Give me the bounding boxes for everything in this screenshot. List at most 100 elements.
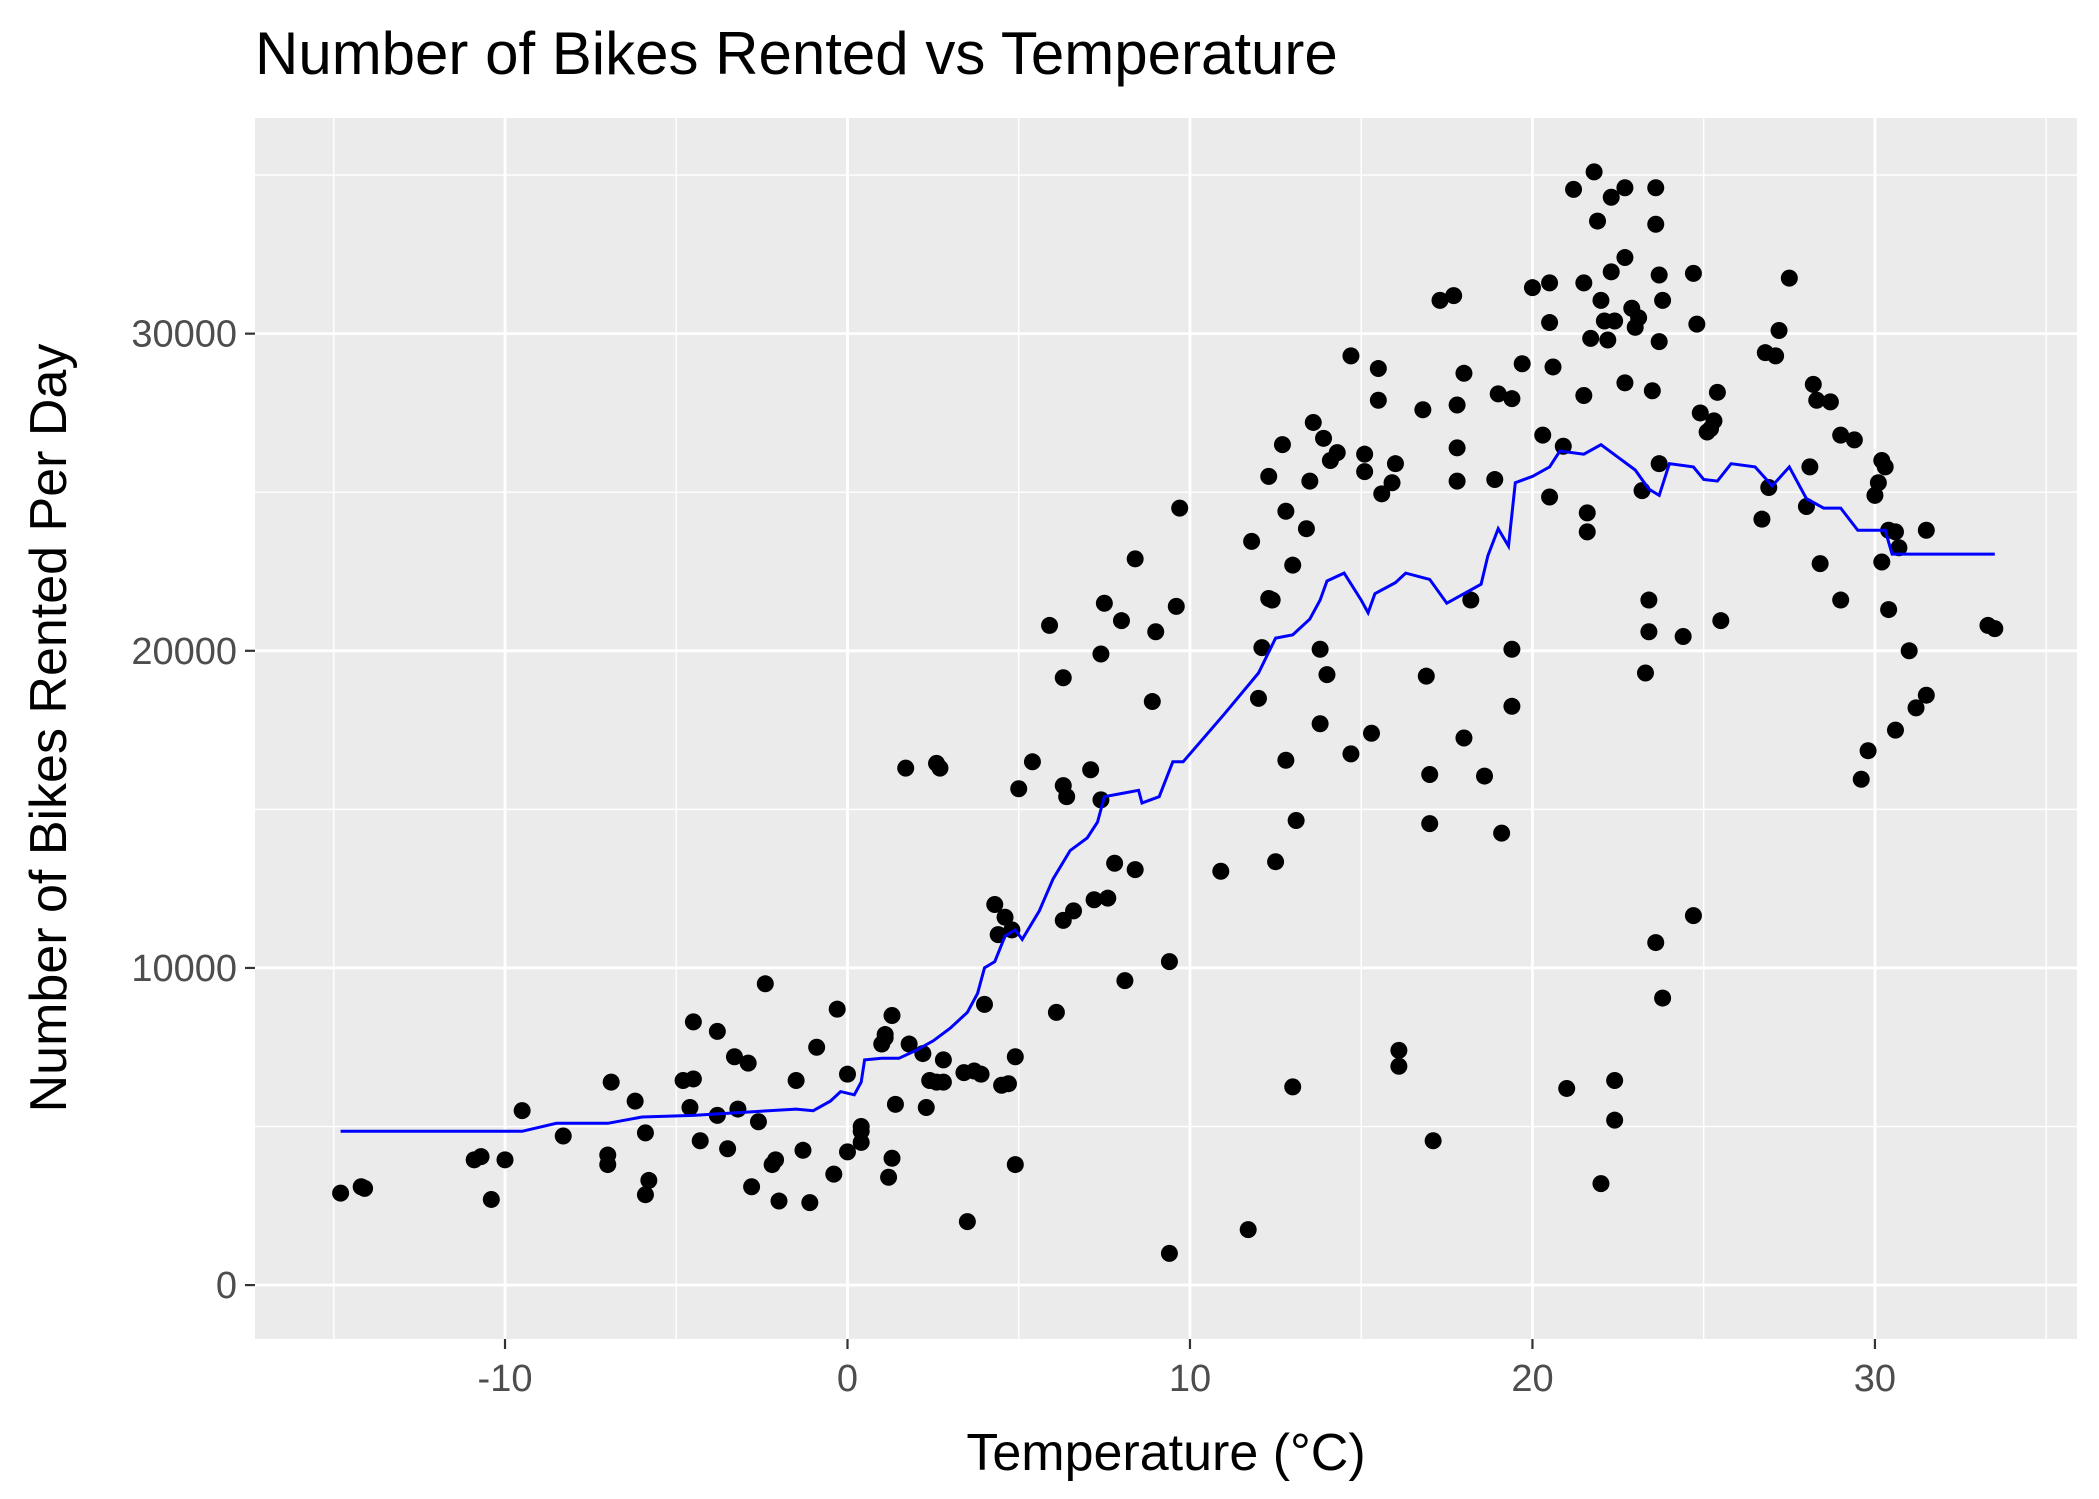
data-point bbox=[1589, 212, 1607, 230]
data-point bbox=[1476, 767, 1494, 785]
y-tick-label: 20000 bbox=[131, 631, 237, 673]
data-point bbox=[1356, 463, 1374, 481]
data-point bbox=[1006, 1048, 1024, 1066]
data-point bbox=[1383, 474, 1401, 492]
data-point bbox=[1311, 715, 1329, 733]
grid-minor bbox=[255, 118, 2077, 1339]
plot-panel bbox=[255, 118, 2077, 1339]
data-point bbox=[599, 1156, 617, 1174]
data-point bbox=[1606, 1111, 1624, 1129]
data-point bbox=[1445, 287, 1463, 305]
data-point bbox=[1493, 824, 1511, 842]
data-point bbox=[1808, 391, 1826, 409]
data-point bbox=[743, 1178, 761, 1196]
data-point bbox=[1900, 642, 1918, 660]
data-point bbox=[1565, 180, 1583, 198]
data-point bbox=[1640, 591, 1658, 609]
data-point bbox=[1390, 1041, 1408, 1059]
data-point bbox=[1328, 444, 1346, 462]
data-point bbox=[1263, 591, 1281, 609]
y-tick-label: 0 bbox=[216, 1265, 237, 1307]
data-point bbox=[1489, 385, 1507, 403]
data-point bbox=[1770, 321, 1788, 339]
data-point bbox=[1390, 1057, 1408, 1075]
data-point bbox=[1503, 697, 1521, 715]
data-point bbox=[1212, 862, 1230, 880]
data-point bbox=[1362, 724, 1380, 742]
data-point bbox=[1541, 274, 1559, 292]
data-point bbox=[1852, 770, 1870, 788]
data-point bbox=[1753, 510, 1771, 528]
data-point bbox=[1054, 669, 1072, 687]
data-point bbox=[1160, 953, 1178, 971]
data-point bbox=[1633, 482, 1651, 500]
x-tick-label: 0 bbox=[837, 1358, 858, 1400]
data-point bbox=[1486, 471, 1504, 489]
data-point bbox=[999, 1075, 1017, 1093]
data-point bbox=[1691, 404, 1709, 422]
data-point bbox=[1431, 291, 1449, 309]
data-point bbox=[808, 1038, 826, 1056]
data-point bbox=[1126, 550, 1144, 568]
data-point bbox=[1301, 472, 1319, 490]
data-point bbox=[1287, 811, 1305, 829]
data-point bbox=[1599, 331, 1617, 349]
data-point bbox=[1106, 854, 1124, 872]
chart-title: Number of Bikes Rented vs Temperature bbox=[255, 20, 1338, 87]
data-point bbox=[1503, 390, 1521, 408]
data-point bbox=[356, 1179, 374, 1197]
data-point bbox=[1342, 745, 1360, 763]
data-point bbox=[880, 1168, 898, 1186]
data-point bbox=[1616, 374, 1634, 392]
y-axis-title: Number of Bikes Rented Per Day bbox=[20, 344, 78, 1113]
data-point bbox=[482, 1190, 500, 1208]
data-point bbox=[1767, 347, 1785, 365]
data-point bbox=[1575, 274, 1593, 292]
data-point bbox=[876, 1029, 894, 1047]
data-point bbox=[1684, 907, 1702, 925]
data-point bbox=[1448, 472, 1466, 490]
data-point bbox=[1654, 989, 1672, 1007]
data-point bbox=[1876, 458, 1894, 476]
data-point bbox=[1873, 553, 1891, 571]
data-point bbox=[1712, 612, 1730, 630]
data-point bbox=[1616, 179, 1634, 197]
data-point bbox=[1342, 347, 1360, 365]
data-point bbox=[636, 1124, 654, 1142]
data-point bbox=[931, 759, 949, 777]
data-point bbox=[1688, 315, 1706, 333]
data-point bbox=[1592, 1175, 1610, 1193]
data-point bbox=[1239, 1221, 1257, 1239]
data-point bbox=[1421, 765, 1439, 783]
data-point bbox=[1414, 401, 1432, 419]
data-point bbox=[1780, 269, 1798, 287]
data-point bbox=[1643, 382, 1661, 400]
data-point bbox=[554, 1127, 572, 1145]
data-point bbox=[1160, 1244, 1178, 1262]
data-point bbox=[1654, 291, 1672, 309]
data-point bbox=[684, 1070, 702, 1088]
data-point bbox=[1859, 742, 1877, 760]
data-point bbox=[1267, 853, 1285, 871]
data-point bbox=[1832, 591, 1850, 609]
data-point bbox=[756, 975, 774, 993]
data-point bbox=[1099, 889, 1117, 907]
data-point bbox=[1297, 520, 1315, 538]
data-point bbox=[708, 1022, 726, 1040]
data-point bbox=[1284, 556, 1302, 574]
data-point bbox=[332, 1184, 350, 1202]
data-point bbox=[1541, 314, 1559, 332]
data-point bbox=[1462, 591, 1480, 609]
data-point bbox=[825, 1165, 843, 1183]
data-point bbox=[1801, 458, 1819, 476]
data-point bbox=[934, 1073, 952, 1091]
data-point bbox=[1023, 753, 1041, 771]
x-tick-label: 20 bbox=[1511, 1358, 1553, 1400]
data-point bbox=[1650, 266, 1668, 284]
data-point bbox=[1369, 391, 1387, 409]
data-point bbox=[1116, 972, 1134, 990]
data-point bbox=[602, 1073, 620, 1091]
data-point bbox=[828, 1000, 846, 1018]
data-point bbox=[1541, 488, 1559, 506]
